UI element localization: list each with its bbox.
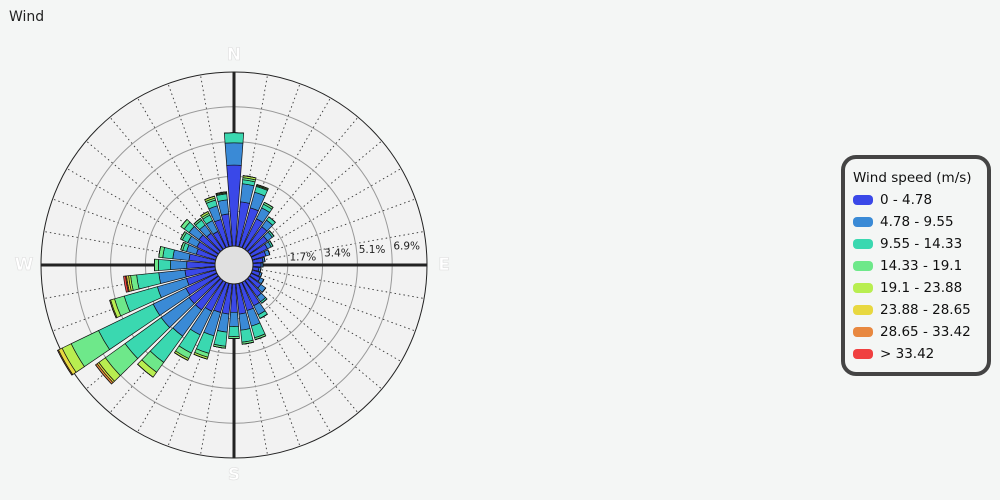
legend: 0 - 4.78 4.78 - 9.55 9.55 - 14.33 14.33 - 1… <box>853 192 971 362</box>
r-tick-label: 1.7% <box>290 251 317 263</box>
legend-title: Wind speed (m/s) <box>853 170 972 186</box>
legend-label: 0 - 4.78 <box>880 192 932 208</box>
wind-segment <box>242 341 254 345</box>
spoke <box>236 74 268 247</box>
spoke <box>248 140 383 254</box>
center-hole <box>214 245 254 285</box>
spoke <box>240 83 301 248</box>
spoke <box>252 267 425 299</box>
wind-segment <box>170 259 188 271</box>
legend-swatch <box>853 239 873 249</box>
legend-swatch <box>853 349 873 359</box>
wind-segment <box>215 191 227 194</box>
wind-segment <box>269 230 275 237</box>
spoke <box>251 271 416 332</box>
spoke <box>137 281 225 433</box>
spoke <box>109 116 223 251</box>
legend-label: 4.78 - 9.55 <box>880 214 954 230</box>
legend-swatch <box>853 305 873 315</box>
wind-segment <box>224 142 244 166</box>
direction-label: S <box>228 465 240 485</box>
spoke <box>252 231 425 263</box>
wind-segment <box>180 242 184 251</box>
spoke <box>167 83 228 248</box>
wind-segment <box>193 353 208 360</box>
wind-segment <box>261 279 265 284</box>
wind-segment <box>260 272 263 278</box>
spoke <box>236 283 268 456</box>
direction-label: W <box>15 255 34 275</box>
spoke <box>85 140 220 254</box>
spoke <box>66 168 218 256</box>
legend-label: 28.65 - 33.42 <box>880 324 971 340</box>
wind-segment <box>263 257 266 262</box>
legend-swatch <box>853 283 873 293</box>
wind-segment <box>204 195 215 201</box>
legend-swatch <box>853 261 873 271</box>
wind-segment <box>243 175 257 179</box>
legend-swatch <box>853 195 873 205</box>
spoke <box>200 283 232 456</box>
r-tick-label: 3.4% <box>324 248 351 260</box>
spoke <box>245 116 359 251</box>
r-tick-label: 5.1% <box>359 244 386 256</box>
wind-segment <box>153 258 159 272</box>
direction-label: E <box>438 255 450 275</box>
spoke <box>251 198 416 259</box>
wind-segment <box>252 262 262 268</box>
spoke <box>52 198 217 259</box>
legend-swatch <box>853 217 873 227</box>
legend-box <box>841 155 991 376</box>
spoke <box>248 276 383 390</box>
wind-segment <box>174 352 189 361</box>
wind-segment <box>228 325 240 337</box>
page-title: Wind <box>9 9 44 25</box>
windrose: 1.7% 3.4% 5.1% 6.9% N E S W <box>14 45 450 486</box>
legend-swatch <box>853 327 873 337</box>
spoke <box>245 279 359 414</box>
wind-segment <box>223 132 245 144</box>
spoke <box>240 282 301 447</box>
legend-label: > 33.42 <box>880 346 934 362</box>
direction-label: N <box>227 45 241 65</box>
spoke <box>137 97 225 249</box>
r-tick-label: 6.9% <box>393 240 420 252</box>
spoke <box>243 281 331 433</box>
spoke <box>250 168 402 256</box>
wind-segment <box>229 311 239 327</box>
legend-label: 9.55 - 14.33 <box>880 236 962 252</box>
spoke <box>43 231 216 263</box>
legend-label: 19.1 - 23.88 <box>880 280 962 296</box>
wind-segment <box>180 231 186 240</box>
wind-segment <box>259 267 262 272</box>
spoke <box>243 97 331 249</box>
spoke <box>200 74 232 247</box>
spoke <box>250 274 402 362</box>
legend-label: 14.33 - 19.1 <box>880 258 962 274</box>
legend-label: 23.88 - 28.65 <box>880 302 971 318</box>
wind-segment <box>109 300 117 319</box>
spoke <box>167 282 228 447</box>
wind-segment <box>157 259 172 271</box>
wind-segment <box>123 275 129 293</box>
